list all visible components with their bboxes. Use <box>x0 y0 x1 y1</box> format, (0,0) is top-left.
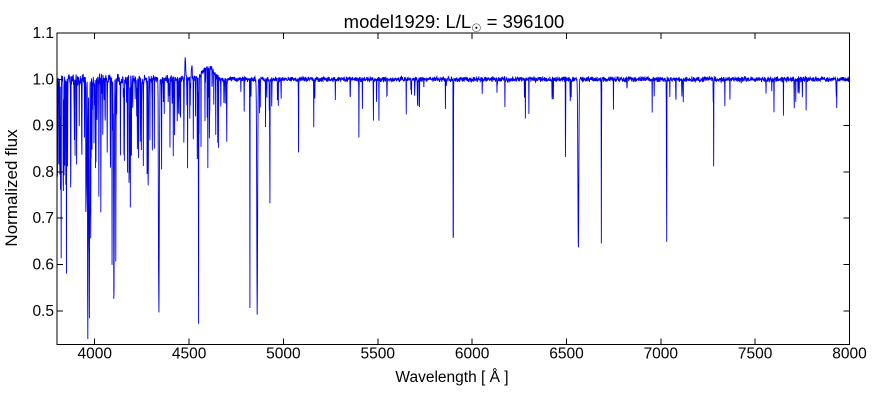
svg-text:0.8: 0.8 <box>32 164 54 181</box>
svg-text:7500: 7500 <box>738 346 773 363</box>
svg-text:Wavelength [ Å ]: Wavelength [ Å ] <box>395 369 508 386</box>
svg-text:4500: 4500 <box>172 346 207 363</box>
svg-text:5500: 5500 <box>361 346 396 363</box>
svg-text:0.7: 0.7 <box>32 210 54 227</box>
svg-text:8000: 8000 <box>832 346 867 363</box>
svg-text:0.9: 0.9 <box>32 118 54 135</box>
svg-text:5000: 5000 <box>266 346 301 363</box>
svg-text:4000: 4000 <box>77 346 112 363</box>
svg-text:0.6: 0.6 <box>32 256 54 273</box>
svg-text:6000: 6000 <box>455 346 490 363</box>
svg-text:1.1: 1.1 <box>32 25 54 42</box>
svg-text:1.0: 1.0 <box>32 71 54 88</box>
svg-text:Normalized flux: Normalized flux <box>2 129 21 247</box>
svg-text:0.5: 0.5 <box>32 303 54 320</box>
svg-text:6500: 6500 <box>549 346 584 363</box>
svg-text:7000: 7000 <box>644 346 679 363</box>
